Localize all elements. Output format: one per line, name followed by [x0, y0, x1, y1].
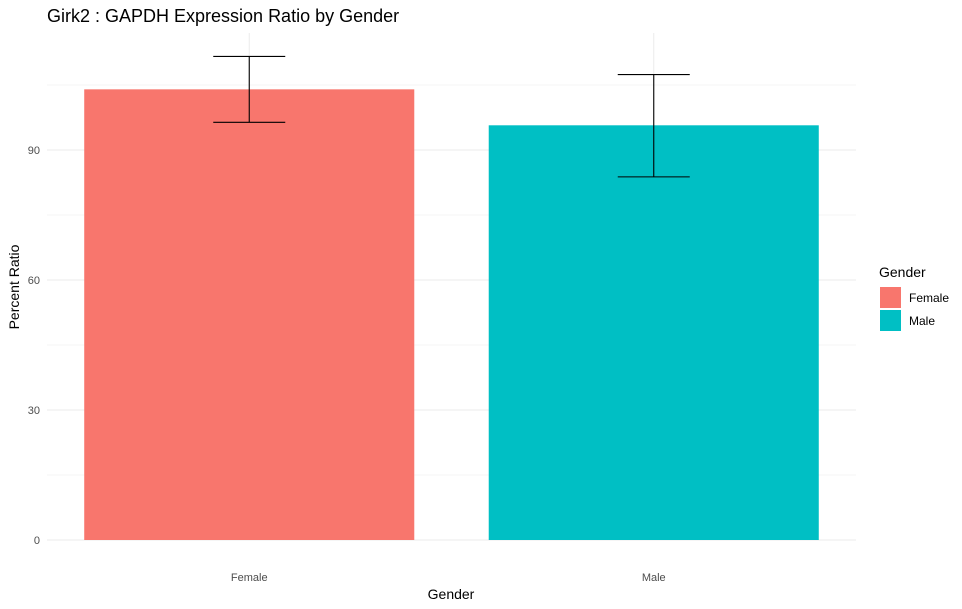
legend-key-female [880, 287, 901, 308]
legend-label-male: Male [909, 314, 935, 328]
x-tick-label: Female [231, 572, 268, 584]
y-axis-ticks: 0 30 60 90 [28, 145, 40, 547]
x-tick-label: Male [642, 572, 666, 584]
y-tick-label: 0 [34, 535, 40, 547]
chart-title: Girk2 : GAPDH Expression Ratio by Gender [47, 6, 399, 26]
bar-male [488, 125, 819, 541]
legend-entries: Female Male [880, 287, 949, 331]
y-tick-label: 60 [28, 275, 40, 287]
error-bars [213, 55, 690, 178]
y-tick-label: 90 [28, 145, 40, 157]
x-axis-ticks: Female Male [231, 572, 666, 584]
error-bar-female [213, 55, 286, 123]
error-bar-male [617, 74, 690, 178]
bars [84, 89, 819, 541]
y-tick-label: 30 [28, 405, 40, 417]
legend: Gender Female Male [879, 264, 949, 331]
x-axis-title: Gender [428, 586, 475, 602]
legend-label-female: Female [909, 291, 949, 305]
y-axis-title: Percent Ratio [6, 244, 22, 329]
legend-key-male [880, 310, 901, 331]
legend-title: Gender [879, 264, 926, 280]
bar-female [84, 89, 415, 540]
